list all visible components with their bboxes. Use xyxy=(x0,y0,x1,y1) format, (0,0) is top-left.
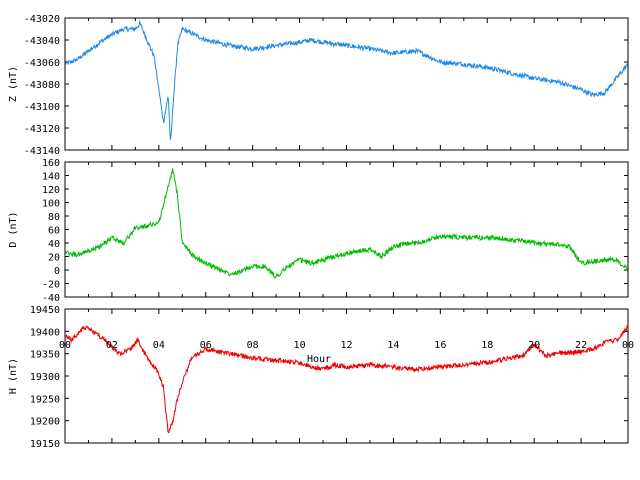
x-tick-label: 08 xyxy=(247,340,259,351)
series-line-z xyxy=(65,19,628,140)
y-axis-label-h: H (nT) xyxy=(8,358,19,394)
series-line-h xyxy=(65,323,628,434)
x-tick-label: 00 xyxy=(622,340,634,351)
y-tick-label-d: 0 xyxy=(54,266,60,277)
x-tick-label: 20 xyxy=(528,340,540,351)
y-axis-label-z: Z (nT) xyxy=(8,66,19,102)
y-tick-label-d: 40 xyxy=(48,239,60,250)
y-tick-label-d: 60 xyxy=(48,226,60,237)
panel-d: 160 140 120 100 80 60 40 20 0 -20 -40 D (nT) xyxy=(8,158,629,304)
y-tick-label-d: 100 xyxy=(42,199,60,210)
plot-frame-h xyxy=(64,308,629,444)
x-tick-label: 06 xyxy=(200,340,212,351)
y-tick-label-z: -43100 xyxy=(24,102,60,113)
y-tick-label-h: 19300 xyxy=(30,372,60,383)
y-tick-label-d: 140 xyxy=(42,172,60,183)
x-tick-label: 14 xyxy=(387,340,399,351)
y-tick-label-d: 120 xyxy=(42,185,60,196)
panel-h: 19450 19400 19350 19300 19250 19200 19150 H (nT… xyxy=(8,305,629,450)
x-tick-label: 10 xyxy=(294,340,306,351)
x-tick-label: 18 xyxy=(481,340,493,351)
y-axis-label-d: D (nT) xyxy=(8,211,19,247)
y-tick-label-d: 80 xyxy=(48,212,60,223)
y-tick-label-d: -40 xyxy=(42,293,60,304)
x-tick-label: 00 xyxy=(59,340,71,351)
y-tick-label-z: -43060 xyxy=(24,58,60,69)
x-tick-label: 04 xyxy=(153,340,165,351)
y-tick-label-h: 19150 xyxy=(30,439,60,450)
y-tick-label-h: 19450 xyxy=(30,305,60,316)
x-axis-label: Hour xyxy=(307,354,331,365)
y-tick-label-d: 160 xyxy=(42,158,60,169)
x-tick-label: 22 xyxy=(575,340,587,351)
y-tick-label-z: -43080 xyxy=(24,80,60,91)
y-tick-label-z: -43120 xyxy=(24,124,60,135)
y-tick-label-d: 20 xyxy=(48,253,60,264)
y-tick-label-z: -43020 xyxy=(24,14,60,25)
y-tick-label-z: -43040 xyxy=(24,36,60,47)
y-tick-label-h: 19200 xyxy=(30,417,60,428)
x-tick-label: 12 xyxy=(340,340,352,351)
plot-frame-z xyxy=(64,17,629,151)
plot-frame-d xyxy=(64,161,629,298)
series-line-d xyxy=(65,168,628,279)
x-tick-label: 02 xyxy=(106,340,118,351)
y-tick-label-h: 19350 xyxy=(30,350,60,361)
y-tick-label-h: 19250 xyxy=(30,394,60,405)
y-tick-label-d: -20 xyxy=(42,280,60,291)
panel-z: -43020 -43040 -43060 -43080 -43100 -43120 -431… xyxy=(8,14,629,157)
x-tick-label: 16 xyxy=(434,340,446,351)
y-tick-label-z: -43140 xyxy=(24,146,60,157)
y-tick-label-h: 19400 xyxy=(30,327,60,338)
